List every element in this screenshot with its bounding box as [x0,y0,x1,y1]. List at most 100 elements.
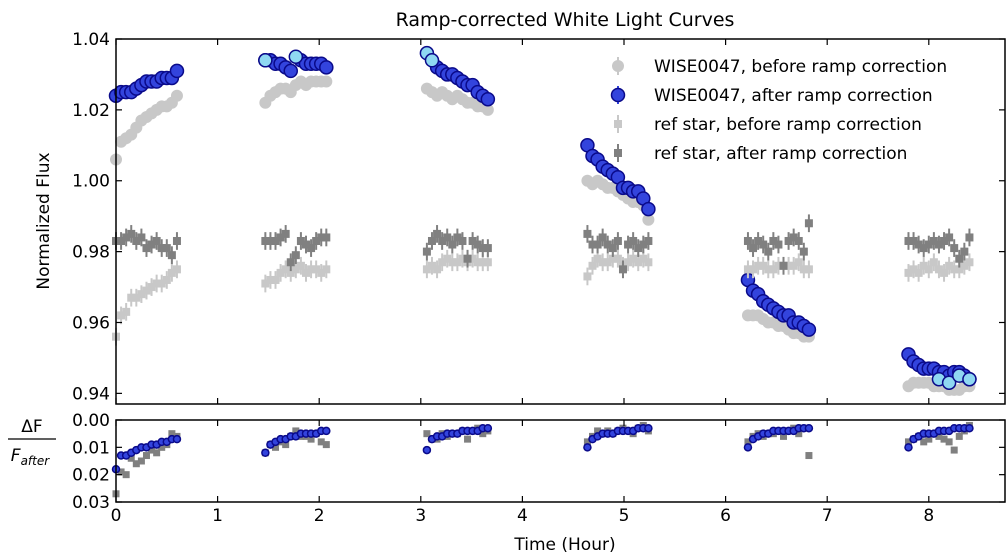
y-tick-label: 0.00 [72,411,110,431]
data-point [789,261,798,270]
data-point [157,279,166,288]
data-point [282,441,290,449]
data-point [453,258,462,267]
data-point [644,236,653,245]
data-point [312,265,321,274]
data-point [266,275,275,284]
data-point [127,293,136,302]
data-point [795,430,803,438]
data-point [478,244,487,253]
x-axis-label: Time (Hour) [513,535,615,555]
data-point [965,423,974,433]
data-point [443,233,452,242]
data-point [904,443,913,452]
data-point [291,265,300,274]
data-point [934,240,943,249]
data-point [904,438,912,446]
legend-label: ref star, after ramp correction [654,144,907,164]
data-point [950,446,958,454]
data-point [924,240,933,249]
data-point [784,261,793,270]
legend-marker [614,120,622,128]
data-point [934,265,943,274]
data-point [424,53,440,68]
data-point [634,244,643,253]
data-point [142,244,151,253]
data-point [296,236,305,245]
y-tick-label: 0.98 [72,243,110,263]
data-point [122,307,131,316]
data-point [480,91,496,107]
data-point [448,258,457,267]
data-point [117,468,125,476]
data-point [301,268,310,277]
top-panel: 0.94 0.96 0.98 1.00 1.02 1.04 [72,30,1006,405]
data-point [780,432,788,440]
data-point [142,286,151,295]
data-point [168,430,176,438]
data-point [172,434,182,444]
data-point [433,229,442,238]
data-point [438,236,447,245]
data-point [307,435,315,443]
legend: WISE0047, before ramp correction WISE0047… [610,57,947,164]
data-point [613,254,622,263]
data-point [764,265,773,274]
data-point [919,244,928,253]
data-point [744,438,752,446]
data-point [789,233,798,242]
data-point [583,272,592,281]
data-point [479,430,487,438]
data-point [804,265,813,274]
x-tick-label: 8 [923,506,934,526]
series-0-2 [258,45,977,390]
data-point [583,438,591,446]
data-point [317,233,326,242]
data-point [153,449,161,457]
data-point [962,371,977,387]
data-point [438,258,447,267]
data-point [759,240,768,249]
data-point [794,236,803,245]
data-point [453,233,462,242]
data-point [769,236,778,245]
data-point [904,268,913,277]
data-point [122,233,131,242]
data-point [634,258,643,267]
data-point [301,240,310,249]
data-point [945,261,954,270]
x-tick-label: 5 [619,506,630,526]
data-point [629,254,638,263]
bottom-y-axis-label: ΔF Fafter [8,417,56,468]
data-point [945,233,954,242]
data-point [286,258,295,267]
data-point [641,201,656,217]
y-tick-label: 0.94 [72,384,110,404]
legend-marker [610,87,626,103]
data-point [422,265,431,274]
y-tick-label: 1.00 [72,172,110,192]
data-point [784,236,793,245]
top-y-axis-label: Normalized Flux [34,152,54,289]
data-point [167,251,176,260]
data-point [929,258,938,267]
data-point [464,435,472,443]
data-point [483,258,492,267]
data-point [322,426,331,436]
data-point [929,236,938,245]
data-point [483,244,492,253]
data-point [608,254,617,263]
data-point [624,240,633,249]
data-point [292,427,300,435]
bottom-panel: 0.00 0.01 0.02 0.030 1 2 3 4 5 6 7 8 [72,411,1006,526]
data-point [960,261,969,270]
data-point [317,438,325,446]
data-point [286,268,295,277]
data-point [613,236,622,245]
data-point [158,443,166,451]
data-point [925,435,933,443]
x-tick-label: 6 [720,506,731,526]
data-point [940,236,949,245]
data-point [317,268,326,277]
data-point [148,446,156,454]
